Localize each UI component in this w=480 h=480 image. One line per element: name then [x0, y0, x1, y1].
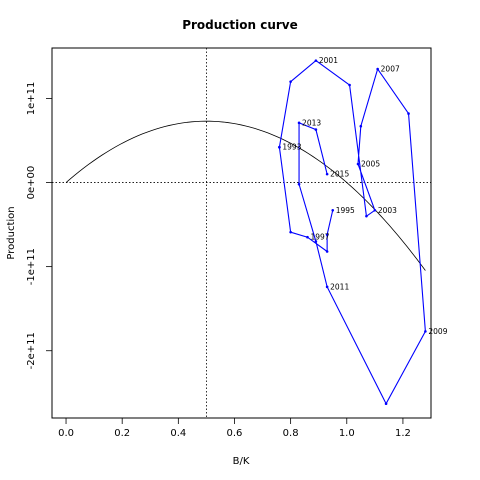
- point-label-2003: 2003: [378, 206, 397, 215]
- point-label-2007: 2007: [381, 65, 400, 74]
- point-label-2005: 2005: [361, 160, 380, 169]
- data-point: [289, 230, 292, 234]
- data-point: [278, 145, 281, 149]
- data-point: [325, 233, 329, 236]
- x-tick-label: 0.2: [114, 428, 130, 439]
- data-point: [314, 240, 318, 243]
- chart-title: Production curve: [182, 18, 298, 32]
- x-tick-label: 0.4: [170, 428, 186, 439]
- point-label-1995: 1995: [336, 206, 355, 215]
- x-tick-label: 1.0: [339, 428, 355, 439]
- point-label-2013: 2013: [302, 118, 321, 127]
- data-point: [384, 402, 388, 406]
- point-label-1997: 1997: [310, 233, 329, 242]
- data-point: [325, 285, 329, 289]
- point-label-2011: 2011: [330, 282, 349, 291]
- data-point: [376, 67, 379, 71]
- y-tick-label: -2e+11: [26, 332, 37, 369]
- y-tick-label: 1e+11: [26, 82, 37, 116]
- data-point: [314, 59, 318, 62]
- data-point: [314, 128, 318, 131]
- data-point: [407, 112, 410, 115]
- x-axis-title: B/K: [233, 456, 250, 467]
- data-point: [359, 124, 363, 128]
- data-point: [289, 80, 292, 83]
- x-tick-label: 1.2: [395, 428, 411, 439]
- data-point: [297, 121, 301, 125]
- x-tick-label: 0.8: [283, 428, 299, 439]
- series-line-1: [278, 59, 426, 405]
- plot-layer: 1993 2001 2003 2005 2007 2009 2011 2013 2015 1995…: [26, 47, 448, 439]
- data-point: [297, 182, 301, 186]
- series-line-2: [278, 147, 334, 253]
- data-point: [331, 208, 335, 212]
- point-label-2015: 2015: [330, 170, 349, 179]
- x-tick-label: 0.6: [227, 428, 243, 439]
- data-point: [348, 83, 351, 87]
- data-point: [424, 330, 427, 333]
- data-point: [365, 214, 368, 218]
- point-label-2009: 2009: [428, 327, 447, 336]
- data-point: [306, 235, 309, 239]
- data-point: [325, 172, 329, 176]
- data-point: [325, 250, 329, 253]
- y-axis-title: Production: [6, 206, 17, 259]
- data-point: [356, 162, 360, 166]
- plot-frame: [51, 47, 432, 419]
- y-tick-label: -1e+11: [26, 248, 37, 285]
- x-tick-label: 0.0: [58, 428, 74, 439]
- data-point: [373, 208, 377, 212]
- production-curve-line: [65, 120, 426, 271]
- point-label-2001: 2001: [319, 56, 338, 65]
- y-tick-label: 0e+00: [26, 166, 37, 200]
- point-label-1993: 1993: [282, 143, 301, 152]
